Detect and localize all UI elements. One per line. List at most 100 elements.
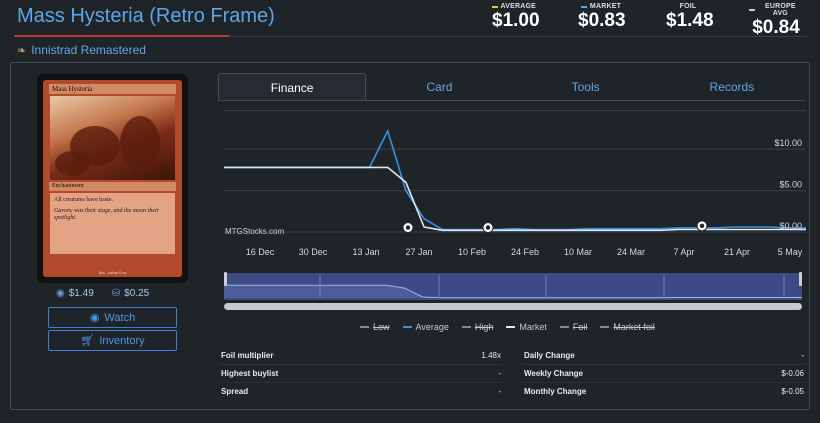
legend-item-high[interactable]: High — [461, 322, 494, 332]
x-tick-label: 16 Dec — [246, 247, 275, 257]
chart-watermark: MTGStocks.com — [225, 227, 284, 236]
legend-item-market-foil[interactable]: Market foil — [600, 322, 655, 332]
title-underline — [14, 35, 229, 37]
legend-label: Low — [373, 322, 390, 332]
navigator-left-handle[interactable] — [224, 272, 227, 286]
price-value: $0.84 — [752, 17, 800, 38]
event-marker-icon[interactable] — [402, 222, 414, 234]
price-market: MARKET $0.83 — [578, 3, 626, 31]
tab-tools[interactable]: Tools — [571, 80, 600, 94]
y-tick-label: $10.00 — [774, 138, 802, 148]
stat-row: Monthly Change $-0.05 — [522, 382, 806, 400]
header-divider — [229, 36, 809, 37]
legend-item-foil[interactable]: Foil — [559, 322, 587, 332]
stat-label: Spread — [221, 387, 249, 396]
card-footer: Illus. Justine Cruz — [98, 271, 127, 275]
stat-row: Weekly Change $-0.06 — [522, 364, 806, 382]
price-value: $1.48 — [666, 10, 714, 31]
mkm-icon: ⛁ — [111, 288, 121, 299]
legend-item-market[interactable]: Market — [506, 322, 547, 332]
tcg-price-value: $1.49 — [68, 288, 94, 299]
mkm-price: ⛁ $0.25 — [112, 288, 149, 299]
tcg-price: ◉ $1.49 — [56, 288, 94, 299]
market-dash-icon — [580, 5, 587, 8]
stat-value: $-0.05 — [781, 387, 804, 396]
stat-row: Foil multiplier 1.48x — [219, 346, 503, 364]
tab-card[interactable]: Card — [426, 80, 453, 94]
card-name: Mass Hysteria — [49, 84, 176, 94]
legend-swatch — [559, 326, 569, 328]
stat-value: - — [801, 350, 804, 360]
stat-value: - — [498, 387, 501, 396]
chart-legend: Low Average High Market Foil Market foil — [360, 322, 655, 332]
legend-swatch — [506, 326, 516, 328]
price-label: EUROPE AVG — [764, 3, 796, 17]
europe-dash-icon — [749, 9, 755, 11]
set-name[interactable]: Innistrad Remastered — [31, 43, 146, 57]
price-foil: FOIL $1.48 — [666, 3, 714, 31]
eye-icon: ◉ — [89, 312, 100, 324]
price-value: $1.00 — [492, 10, 540, 31]
tcg-icon: ◉ — [56, 288, 65, 299]
legend-swatch — [461, 326, 471, 328]
stat-row: Daily Change - — [522, 346, 806, 364]
price-label: AVERAGE — [500, 3, 536, 10]
x-tick-label: 10 Mar — [564, 247, 592, 257]
stat-value: $-0.06 — [781, 369, 804, 378]
set-symbol-icon: ❧ — [17, 44, 27, 57]
series-line-market[interactable] — [224, 166, 806, 232]
x-tick-label: 5 May — [778, 247, 803, 257]
stat-label: Highest buylist — [221, 369, 279, 378]
price-label: FOIL — [679, 3, 697, 10]
card-rules-text: All creatures have haste. — [54, 197, 113, 203]
price-chart[interactable]: $10.00 $5.00 $0.00 16 Dec 30 Dec 13 Jan 27 Jan… — [224, 110, 806, 262]
navigator-area — [224, 285, 802, 298]
stat-row: Highest buylist - — [219, 364, 503, 382]
event-marker-icon[interactable] — [696, 220, 708, 232]
card-image[interactable]: Mass Hysteria Enchantment All creatures … — [37, 74, 188, 283]
legend-swatch — [360, 326, 369, 328]
stat-value: - — [498, 369, 501, 378]
legend-item-low[interactable]: Low — [360, 322, 390, 332]
average-dash-icon — [492, 5, 498, 8]
x-tick-label: 13 Jan — [352, 247, 379, 257]
mkm-price-value: $0.25 — [124, 288, 150, 299]
x-tick-label: 10 Feb — [458, 247, 486, 257]
stat-row: Spread - — [219, 382, 503, 400]
price-average: AVERAGE $1.00 — [492, 3, 540, 31]
inventory-label: Inventory — [99, 334, 145, 347]
legend-label: High — [474, 322, 494, 332]
card-prices: ◉ $1.49 ⛁ $0.25 — [56, 288, 149, 299]
watch-button[interactable]: ◉ Watch — [48, 307, 177, 328]
price-value: $0.83 — [578, 10, 626, 31]
tab-bar: Finance Card Tools Records — [218, 73, 805, 101]
card-art — [50, 96, 175, 180]
watch-label: Watch — [104, 311, 136, 324]
x-tick-label: 24 Mar — [617, 247, 645, 257]
card-text-box: All creatures have haste. Gavony was the… — [50, 193, 175, 254]
page-title: Mass Hysteria (Retro Frame) — [17, 5, 275, 27]
tab-records[interactable]: Records — [709, 80, 755, 94]
inventory-button[interactable]: 🛒︎ Inventory — [48, 330, 177, 351]
set-link[interactable]: ❧ Innistrad Remastered — [17, 43, 146, 57]
card-face: Mass Hysteria Enchantment All creatures … — [43, 80, 182, 277]
legend-item-average[interactable]: Average — [402, 322, 449, 332]
legend-label: Market — [519, 322, 547, 332]
x-tick-label: 24 Feb — [511, 247, 539, 257]
card-type-line: Enchantment — [49, 182, 176, 191]
stat-label: Daily Change — [524, 350, 575, 360]
stat-label: Foil multiplier — [221, 350, 274, 360]
tab-finance[interactable]: Finance — [218, 73, 367, 100]
event-marker-icon[interactable] — [482, 222, 494, 234]
x-tick-label: 30 Dec — [299, 247, 328, 257]
stat-value: 1.48x — [481, 350, 501, 360]
price-europe-avg: EUROPE AVG $0.84 — [749, 3, 803, 38]
navigator-scrollbar[interactable] — [224, 303, 802, 310]
stat-label: Weekly Change — [524, 369, 583, 378]
legend-label: Market foil — [613, 322, 655, 332]
series-line-average[interactable] — [224, 128, 806, 231]
price-label: MARKET — [589, 3, 622, 10]
chart-navigator[interactable] — [224, 272, 802, 312]
navigator-right-handle[interactable] — [799, 272, 802, 286]
y-tick-label: $5.00 — [779, 180, 802, 190]
